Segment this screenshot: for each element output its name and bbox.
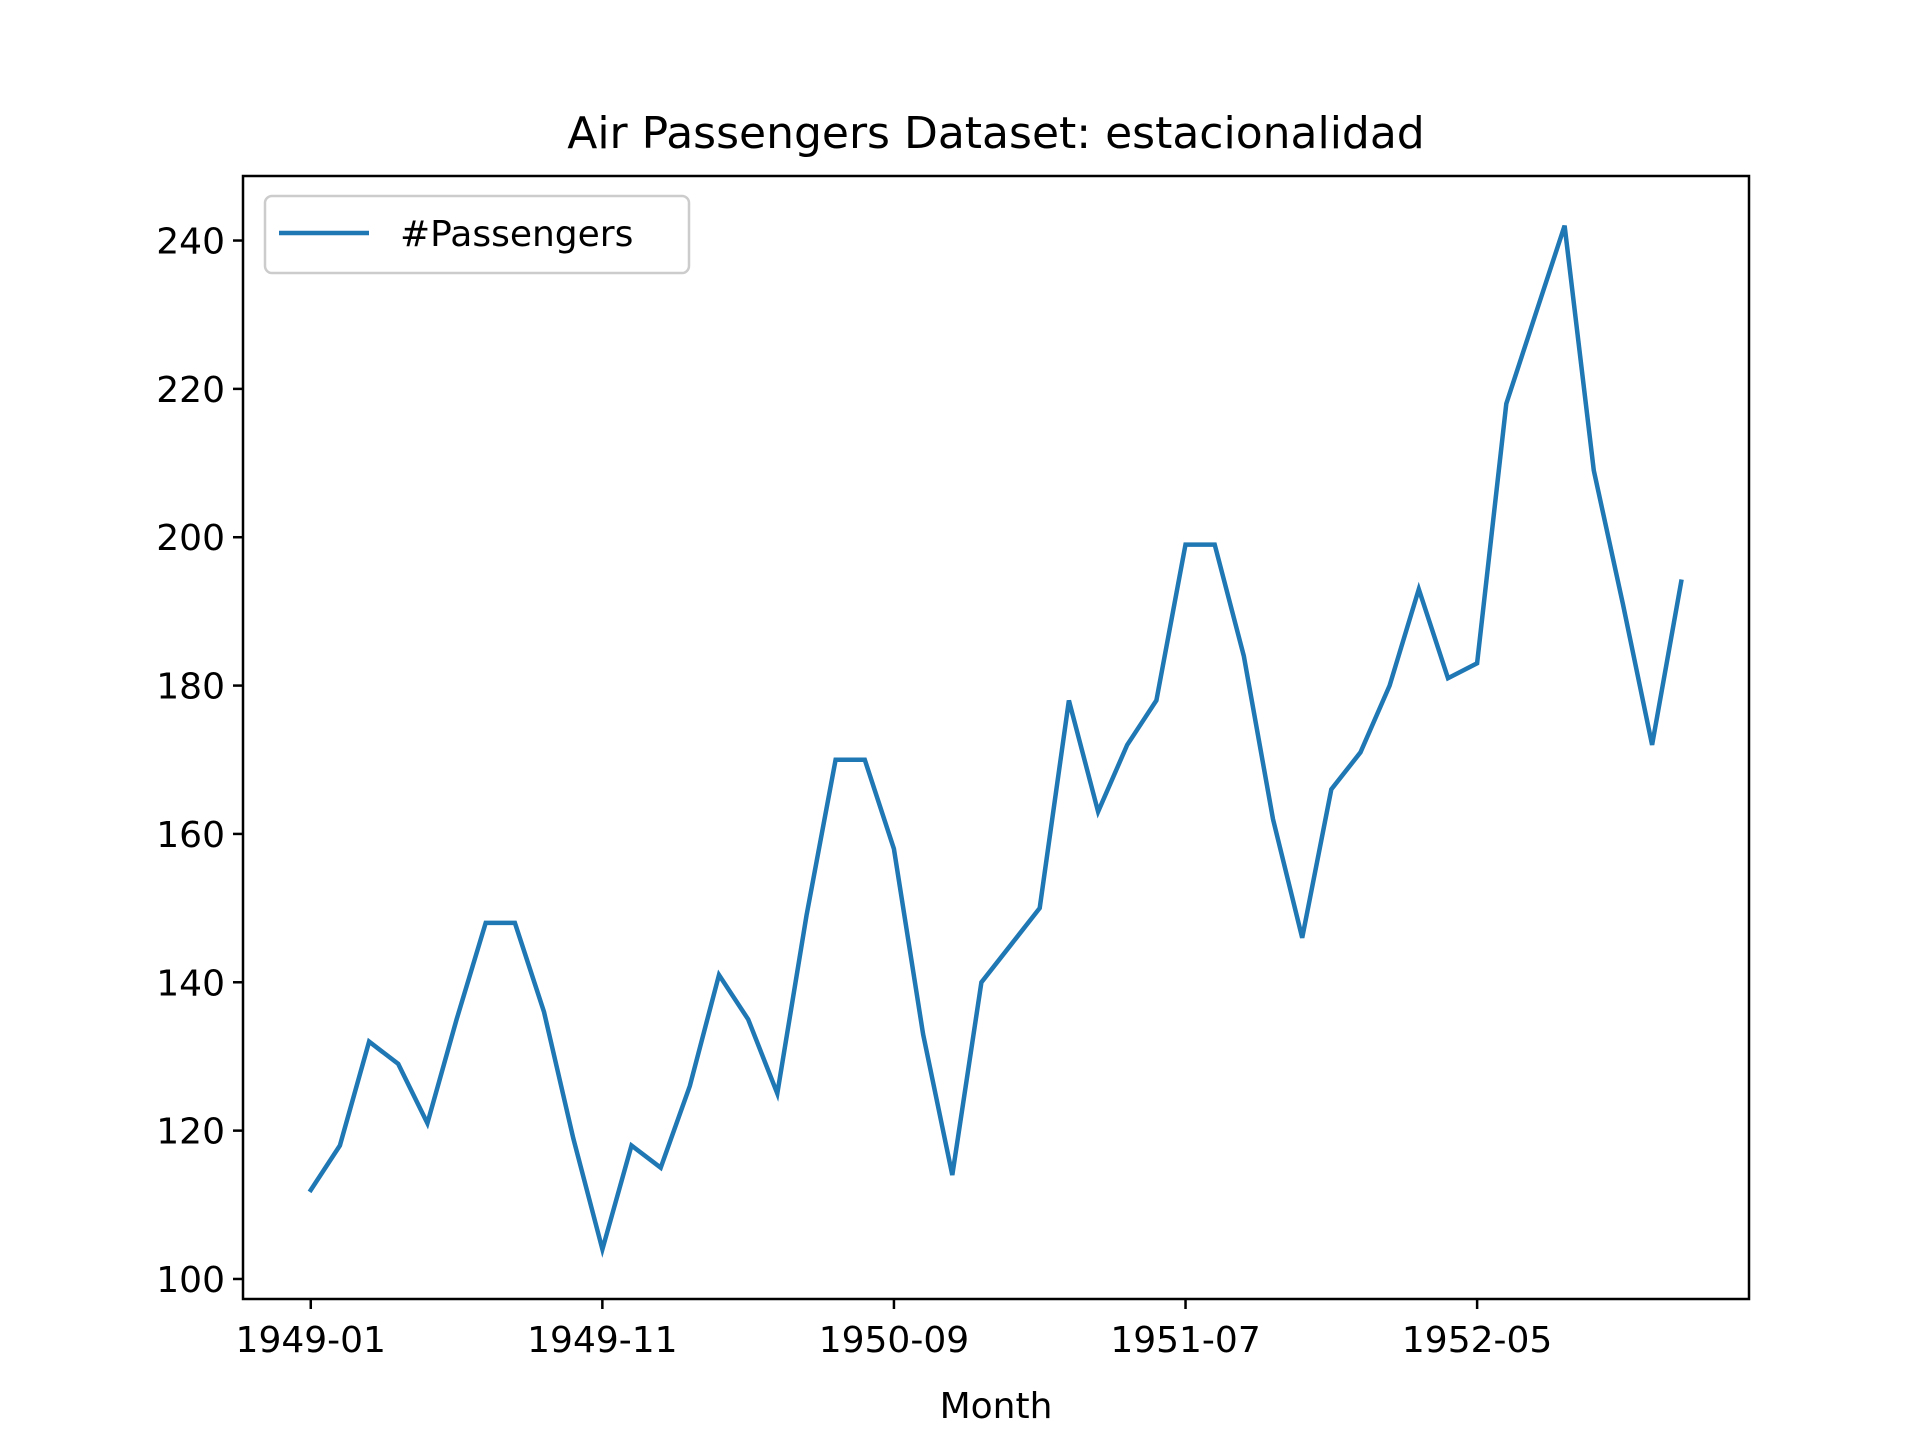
y-tick-label: 140 xyxy=(156,963,225,1004)
chart-title: Air Passengers Dataset: estacionalidad xyxy=(567,108,1425,159)
x-axis: 1949-01 1949-11 1950-09 1951-07 1952-05 xyxy=(236,1299,1552,1361)
y-tick-label: 100 xyxy=(156,1260,225,1301)
y-tick-label: 200 xyxy=(156,518,225,559)
legend-label: #Passengers xyxy=(400,214,633,255)
y-tick-label: 160 xyxy=(156,815,225,856)
x-tick-label: 1951-07 xyxy=(1110,1320,1260,1361)
y-tick-label: 180 xyxy=(156,667,225,708)
plot-frame xyxy=(241,174,1751,1301)
plot-area xyxy=(243,176,1749,1299)
y-axis: 100 120 140 160 180 200 220 240 xyxy=(156,222,243,1301)
x-tick-label: 1949-01 xyxy=(236,1320,386,1361)
y-tick-label: 220 xyxy=(156,370,225,411)
y-tick-label: 120 xyxy=(156,1112,225,1153)
legend: #Passengers xyxy=(263,194,691,275)
x-tick-label: 1949-11 xyxy=(527,1320,677,1361)
legend-box xyxy=(263,194,691,275)
plot-marks xyxy=(307,224,1684,1258)
x-tick-label: 1950-09 xyxy=(819,1320,969,1361)
x-tick-label: 1952-05 xyxy=(1402,1320,1552,1361)
y-tick-label: 240 xyxy=(156,222,225,263)
series-line xyxy=(307,224,1684,1258)
x-axis-label: Month xyxy=(940,1386,1053,1427)
